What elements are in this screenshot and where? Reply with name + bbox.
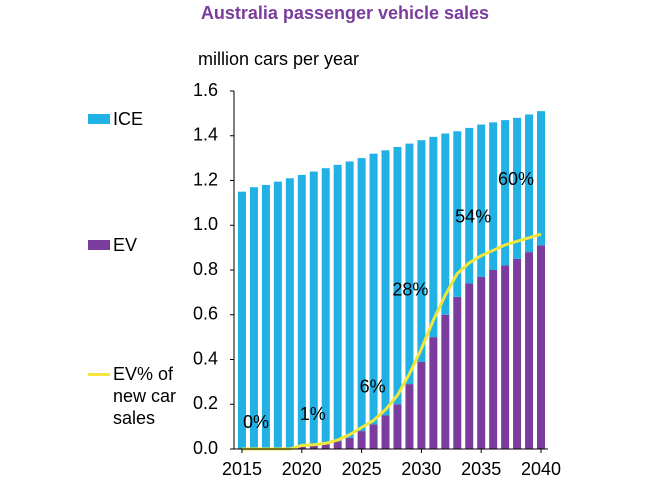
bar bbox=[417, 361, 426, 449]
chart-title: Australia passenger vehicle sales bbox=[201, 3, 489, 23]
bar bbox=[525, 114, 534, 253]
bar bbox=[297, 446, 306, 449]
y-axis-title: million cars per year bbox=[198, 49, 359, 69]
bar bbox=[465, 283, 474, 449]
y-tick-label: 0.0 bbox=[193, 438, 218, 458]
bar bbox=[453, 296, 462, 449]
legend-item: EV% of new car sales bbox=[88, 363, 178, 429]
bar bbox=[417, 140, 426, 362]
bar bbox=[513, 258, 522, 449]
bar bbox=[297, 174, 306, 447]
bar bbox=[525, 252, 534, 449]
bar bbox=[501, 120, 510, 266]
y-tick-label: 1.6 bbox=[193, 80, 218, 100]
y-tick-label: 0.8 bbox=[193, 259, 218, 279]
bar bbox=[381, 150, 390, 416]
y-tick-label: 0.2 bbox=[193, 393, 218, 413]
bar bbox=[537, 245, 545, 449]
bar bbox=[453, 131, 462, 297]
x-tick-label: 2030 bbox=[401, 459, 441, 479]
data-label: 1% bbox=[300, 404, 326, 424]
data-label: 0% bbox=[243, 412, 269, 432]
bar bbox=[429, 136, 438, 338]
y-tick-label: 1.4 bbox=[193, 125, 218, 145]
y-tick-label: 0.6 bbox=[193, 304, 218, 324]
x-tick-label: 2025 bbox=[342, 459, 382, 479]
bar bbox=[441, 133, 450, 315]
bar bbox=[429, 337, 438, 449]
bar bbox=[345, 161, 354, 438]
bar bbox=[321, 444, 330, 449]
bar bbox=[309, 171, 318, 446]
legend-label: EV bbox=[113, 235, 138, 255]
bar bbox=[465, 127, 474, 284]
legend-label: ICE bbox=[113, 109, 144, 129]
bar bbox=[501, 265, 510, 449]
bar bbox=[393, 404, 402, 449]
bar bbox=[345, 437, 354, 449]
x-tick-label: 2015 bbox=[222, 459, 262, 479]
bar bbox=[405, 143, 414, 385]
bar bbox=[513, 117, 522, 259]
bar bbox=[249, 187, 258, 449]
legend-item: ICE bbox=[88, 108, 178, 130]
bar bbox=[261, 184, 270, 449]
bar bbox=[321, 168, 330, 445]
data-label: 54% bbox=[455, 206, 491, 226]
y-tick-label: 1.2 bbox=[193, 169, 218, 189]
bar bbox=[309, 445, 318, 449]
bar bbox=[477, 124, 486, 277]
bar bbox=[405, 384, 414, 449]
bar bbox=[357, 431, 366, 449]
line bbox=[242, 232, 542, 451]
bar bbox=[477, 276, 486, 449]
bar bbox=[357, 158, 366, 432]
bar bbox=[489, 270, 498, 449]
data-label: 60% bbox=[498, 169, 534, 189]
bar bbox=[393, 146, 402, 405]
x-tick-label: 2035 bbox=[461, 459, 501, 479]
bar bbox=[369, 153, 378, 425]
legend-label: EV% of new car sales bbox=[113, 364, 177, 428]
data-label: 6% bbox=[360, 376, 386, 396]
bar bbox=[285, 178, 294, 449]
bar bbox=[333, 164, 342, 442]
legend-swatch bbox=[88, 373, 110, 376]
legend-swatch bbox=[88, 114, 110, 124]
legend-swatch bbox=[88, 240, 110, 250]
y-tick-label: 1.0 bbox=[193, 214, 218, 234]
bar bbox=[489, 122, 498, 270]
bar bbox=[369, 424, 378, 449]
bar bbox=[333, 441, 342, 449]
bar bbox=[238, 191, 246, 449]
bar bbox=[537, 111, 545, 246]
bar bbox=[381, 415, 390, 449]
data-label: 28% bbox=[392, 280, 428, 300]
x-tick-label: 2020 bbox=[282, 459, 322, 479]
x-tick-label: 2040 bbox=[521, 459, 561, 479]
bar bbox=[273, 181, 282, 449]
legend-item: EV bbox=[88, 234, 178, 256]
bar bbox=[441, 314, 450, 449]
y-tick-label: 0.4 bbox=[193, 348, 218, 368]
